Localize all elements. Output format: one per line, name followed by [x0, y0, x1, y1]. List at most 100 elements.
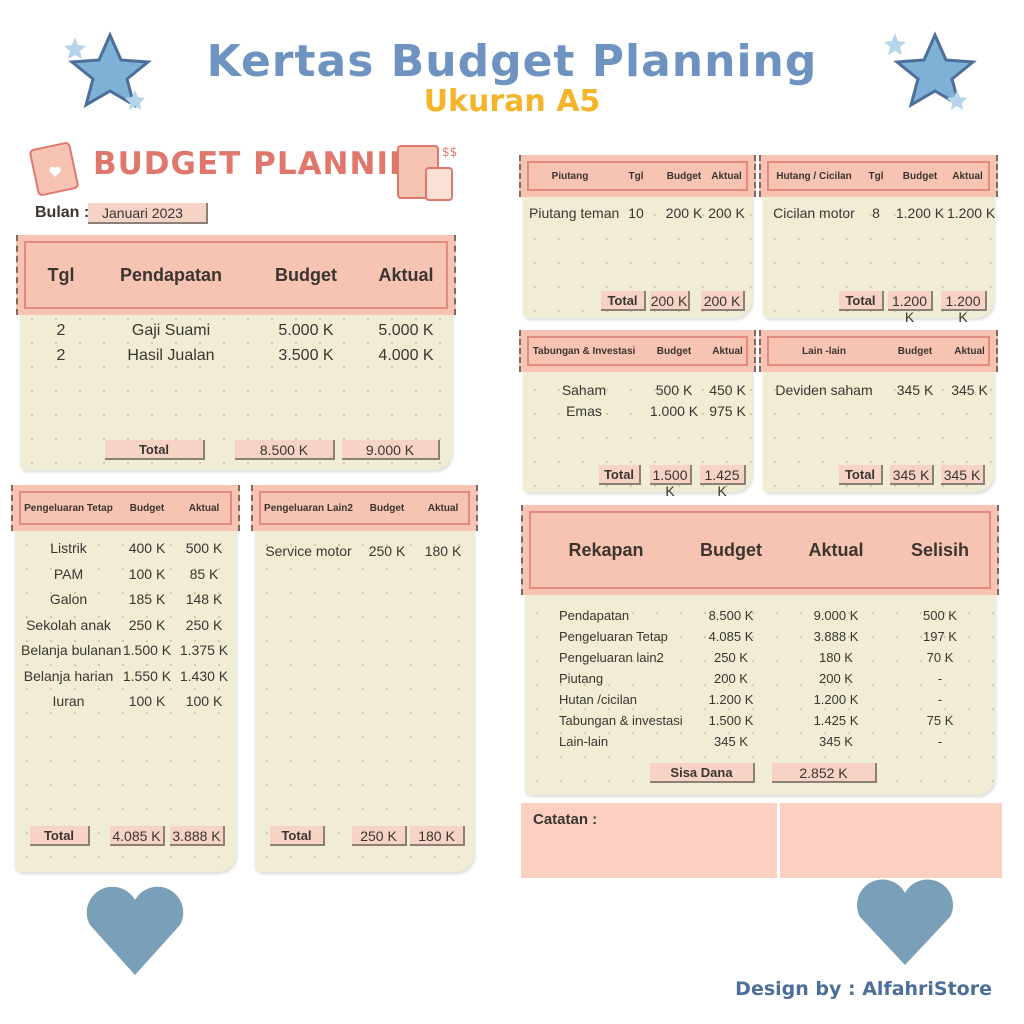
table-cell: 450 K	[709, 382, 746, 398]
column-header: Aktual	[427, 502, 459, 514]
table-cell: 200 K	[714, 671, 748, 686]
table-cell: 200 K	[819, 671, 853, 686]
piutang-header: Piutang Tgl Budget Aktual	[519, 155, 756, 197]
total-label: Total	[839, 291, 884, 311]
table-cell: 2	[56, 322, 66, 339]
column-header: Budget	[656, 345, 692, 357]
total-value: 1.500 K	[650, 465, 692, 499]
column-header: Tabungan & Investasi	[532, 345, 636, 357]
table-cell: 250 K	[128, 616, 166, 633]
total-label: Sisa Dana	[650, 763, 755, 783]
rekapan-panel: Rekapan Budget Aktual Selisih Pendapatan 8.50…	[521, 505, 999, 795]
table-cell: 8	[872, 205, 880, 221]
table-cell: 1.200 K	[895, 205, 945, 221]
table-cell: 10	[628, 205, 644, 221]
column-header: Budget	[902, 170, 938, 182]
total-label: Total	[105, 440, 205, 460]
table-row: 2 Gaji Suami 5.000 K 5.000 K	[20, 322, 452, 340]
table-row: Deviden saham 345 K 345 K	[763, 382, 994, 398]
total-label: Total	[839, 465, 883, 485]
table-cell: -	[937, 692, 943, 707]
table-cell: 1.550 K	[122, 667, 172, 684]
total-value: 250 K	[352, 826, 407, 846]
pengeluaran-lain2-panel: Pengeluaran Lain2 Budget Aktual Service mot…	[251, 485, 478, 872]
table-row: Belanja bulanan 1.500 K 1.375 K	[15, 642, 236, 658]
table-row: Hutan /cicilan 1.200 K 1.200 K -	[525, 692, 995, 707]
notebook-icon	[29, 142, 79, 196]
pendapatan-header: Tgl Pendapatan Budget Aktual	[16, 235, 456, 315]
table-cell: 100 K	[185, 693, 223, 709]
column-header: Piutang	[551, 170, 589, 182]
table-cell: Pengeluaran Tetap	[559, 629, 668, 644]
header-band: Pengeluaran Lain2 Budget Aktual	[259, 491, 470, 525]
table-cell: Iuran	[52, 693, 85, 709]
table-cell: Piutang	[559, 671, 604, 686]
heart-icon	[86, 886, 184, 975]
table-cell: 180 K	[424, 543, 462, 559]
table-row: Listrik 400 K 500 K	[15, 540, 236, 556]
total-value: 200 K	[701, 291, 745, 311]
table-cell: 345 K	[951, 382, 988, 398]
table-cell: Pendapatan	[559, 608, 630, 623]
total-value: 3.888 K	[170, 826, 225, 846]
table-cell: -	[937, 734, 943, 749]
column-header: Aktual	[712, 345, 743, 357]
piutang-panel: Piutang Tgl Budget Aktual Piutang teman 10 200…	[519, 155, 756, 318]
table-cell: Cicilan motor	[773, 205, 855, 221]
table-row: Piutang 200 K 200 K -	[525, 671, 995, 686]
column-header: Aktual	[808, 539, 864, 560]
header-band: Tabungan & Investasi Budget Aktual	[527, 336, 748, 366]
catatan-box[interactable]: Catatan :	[521, 803, 777, 878]
table-cell: 1.200 K	[813, 692, 859, 707]
table-cell: Lain-lain	[559, 734, 609, 749]
table-cell: 1.425 K	[813, 713, 859, 728]
column-header: Tgl	[868, 170, 884, 182]
table-cell: Galon	[49, 591, 88, 607]
total-label: Total	[599, 465, 641, 485]
table-cell: Service motor	[265, 543, 352, 559]
column-header: Budget	[369, 502, 405, 514]
total-value: 200 K	[650, 291, 690, 311]
dot-grid	[255, 485, 474, 872]
table-cell: 1.430 K	[179, 667, 229, 684]
table-cell: Pengeluaran lain2	[559, 650, 664, 665]
tabungan-panel: Tabungan & Investasi Budget Aktual Saham 500…	[519, 330, 756, 499]
table-cell: 400 K	[128, 540, 166, 556]
table-cell: 3.888 K	[813, 629, 859, 644]
table-row: Tabungan & investasi 1.500 K 1.425 K 75 K	[525, 713, 995, 728]
table-row: PAM 100 K 85 K	[15, 566, 236, 582]
table-cell: 4.085 K	[708, 629, 754, 644]
sheet-title: BUDGET PLANNING	[93, 146, 443, 182]
table-cell: 100 K	[128, 565, 166, 582]
table-row: Service motor 250 K 180 K	[255, 543, 474, 559]
catatan-box-2[interactable]	[780, 803, 1002, 878]
table-cell: 1.500 K	[122, 642, 172, 658]
table-cell: 345 K	[714, 734, 748, 749]
table-cell: 180 K	[819, 650, 853, 665]
table-cell: Hasil Jualan	[127, 347, 215, 364]
table-cell: 1.500 K	[708, 713, 754, 728]
table-cell: 3.500 K	[278, 347, 334, 364]
column-header: Aktual	[711, 170, 742, 182]
table-row: 2 Hasil Jualan 3.500 K 4.000 K	[20, 347, 452, 365]
column-header: Hutang / Cicilan	[776, 170, 852, 182]
table-row: Cicilan motor 8 1.200 K 1.200 K	[763, 205, 995, 221]
column-header: Pendapatan	[119, 264, 223, 285]
table-row: Lain-lain 345 K 345 K -	[525, 734, 995, 749]
column-header: Pengeluaran Lain2	[264, 502, 353, 514]
svg-text:$$: $$	[442, 145, 457, 159]
bulan-input[interactable]: Januari 2023	[88, 203, 208, 224]
column-header: Budget	[129, 502, 165, 514]
total-value: 345 K	[890, 465, 934, 485]
table-cell: 345 K	[896, 382, 934, 398]
star-cluster-icon	[884, 31, 977, 110]
table-cell: 250 K	[185, 616, 223, 633]
column-header: Aktual	[188, 502, 220, 514]
table-cell: 975 K	[709, 403, 746, 419]
table-row: Piutang teman 10 200 K 200 K	[523, 205, 752, 221]
table-cell: 250 K	[368, 543, 406, 559]
column-header: Budget	[700, 539, 762, 560]
table-cell: Hutan /cicilan	[559, 692, 638, 707]
table-cell: 1.200 K	[708, 692, 754, 707]
total-value: 1.200 K	[941, 291, 987, 325]
